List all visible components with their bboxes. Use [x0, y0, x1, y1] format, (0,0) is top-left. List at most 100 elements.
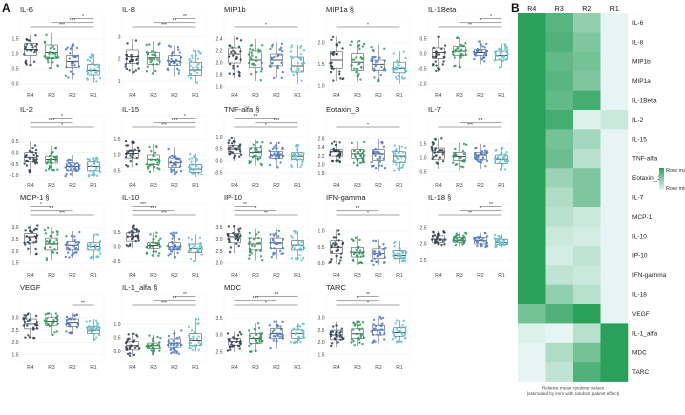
panel-title: IFN-gamma	[326, 193, 366, 202]
data-point	[175, 63, 179, 66]
data-point	[275, 154, 278, 158]
data-point	[474, 152, 477, 155]
data-point	[268, 163, 272, 167]
boxplot-panel: IL-18 §2.52.01.5R4 R3 R2 R1*****	[420, 193, 513, 279]
data-point	[178, 51, 182, 54]
significance-stars: *	[480, 206, 482, 212]
heatmap-cell	[573, 265, 601, 285]
data-point	[66, 322, 70, 325]
data-point	[76, 169, 79, 172]
data-point	[137, 67, 140, 70]
x-tick-label: R2	[375, 365, 382, 371]
data-point	[174, 157, 178, 160]
panel-title: MIP1a §	[326, 5, 354, 14]
data-point	[292, 153, 295, 156]
data-point	[36, 224, 39, 227]
data-point	[374, 327, 377, 331]
data-point	[230, 151, 233, 154]
data-point	[374, 65, 377, 68]
data-point	[98, 166, 101, 169]
data-point	[251, 151, 254, 154]
data-point	[379, 317, 383, 320]
data-point	[371, 333, 375, 336]
y-tick-label: 0.5	[114, 230, 121, 236]
data-point	[150, 150, 153, 153]
data-point	[170, 57, 173, 61]
data-point	[479, 152, 483, 155]
data-point	[31, 326, 35, 329]
data-point	[48, 52, 51, 56]
data-point	[76, 248, 80, 251]
x-tick-label: R4	[435, 273, 442, 279]
data-point	[298, 158, 302, 161]
data-point	[56, 318, 59, 322]
data-point	[341, 47, 344, 50]
data-point	[171, 237, 174, 240]
data-point	[257, 231, 260, 234]
data-point	[464, 231, 467, 235]
data-point	[273, 76, 276, 80]
data-point	[337, 233, 341, 236]
data-point	[278, 249, 282, 253]
data-point	[257, 48, 260, 51]
box	[189, 61, 202, 76]
data-point	[52, 241, 56, 244]
data-point	[55, 330, 59, 333]
data-point	[154, 54, 157, 57]
data-point	[270, 45, 274, 48]
data-point	[193, 155, 197, 159]
data-point	[251, 63, 255, 66]
data-point	[131, 238, 134, 241]
data-point	[93, 338, 96, 341]
data-point	[502, 54, 506, 58]
data-point	[293, 341, 296, 344]
data-point	[376, 329, 380, 332]
data-point	[190, 329, 194, 332]
data-point	[434, 55, 438, 59]
heatmap-cell	[573, 90, 601, 111]
data-point	[334, 241, 337, 244]
data-point	[64, 166, 67, 169]
data-point	[226, 332, 230, 335]
data-point	[461, 54, 464, 57]
data-point	[130, 344, 133, 348]
data-point	[86, 162, 89, 165]
data-point	[290, 234, 293, 238]
data-point	[372, 340, 375, 343]
data-point	[274, 144, 278, 147]
data-point	[29, 230, 33, 233]
significance-stars: ***	[161, 300, 167, 306]
data-point	[271, 56, 274, 60]
data-point	[158, 252, 161, 255]
data-point	[188, 158, 191, 161]
data-point	[51, 333, 54, 337]
data-point	[199, 342, 202, 346]
data-point	[178, 246, 181, 249]
data-point	[403, 76, 406, 80]
data-point	[64, 243, 67, 246]
data-point	[257, 236, 260, 240]
heatmap-cell	[518, 226, 546, 247]
data-point	[52, 318, 55, 322]
data-point	[88, 319, 92, 323]
data-point	[382, 243, 385, 246]
x-tick-label: R1	[192, 183, 199, 189]
data-point	[432, 155, 435, 158]
data-point	[396, 59, 399, 62]
data-point	[299, 165, 302, 169]
data-point	[402, 151, 405, 154]
data-point	[24, 336, 27, 339]
data-point	[25, 235, 28, 238]
y-tick-label: 0.5	[12, 67, 19, 73]
data-point	[234, 147, 238, 151]
data-point	[170, 250, 174, 253]
data-point	[70, 254, 74, 257]
heatmap-cell	[518, 32, 546, 53]
data-point	[229, 246, 233, 249]
x-tick-label: R1	[90, 273, 97, 279]
heatmap-cell	[573, 32, 601, 53]
data-point	[504, 153, 507, 157]
data-point	[434, 60, 437, 63]
data-point	[483, 149, 487, 152]
y-tick-label: 0.5	[12, 139, 19, 145]
